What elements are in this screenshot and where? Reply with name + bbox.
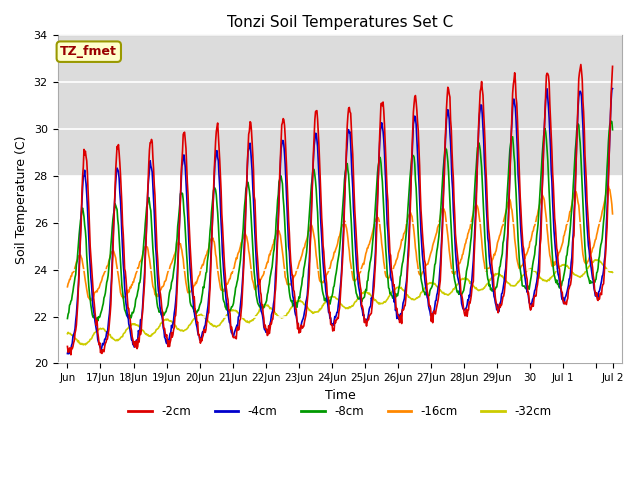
Y-axis label: Soil Temperature (C): Soil Temperature (C) xyxy=(15,135,28,264)
Bar xyxy=(58,36,623,176)
Text: TZ_fmet: TZ_fmet xyxy=(60,45,117,58)
X-axis label: Time: Time xyxy=(324,389,355,402)
Title: Tonzi Soil Temperatures Set C: Tonzi Soil Temperatures Set C xyxy=(227,15,453,30)
Legend: -2cm, -4cm, -8cm, -16cm, -32cm: -2cm, -4cm, -8cm, -16cm, -32cm xyxy=(124,401,556,423)
